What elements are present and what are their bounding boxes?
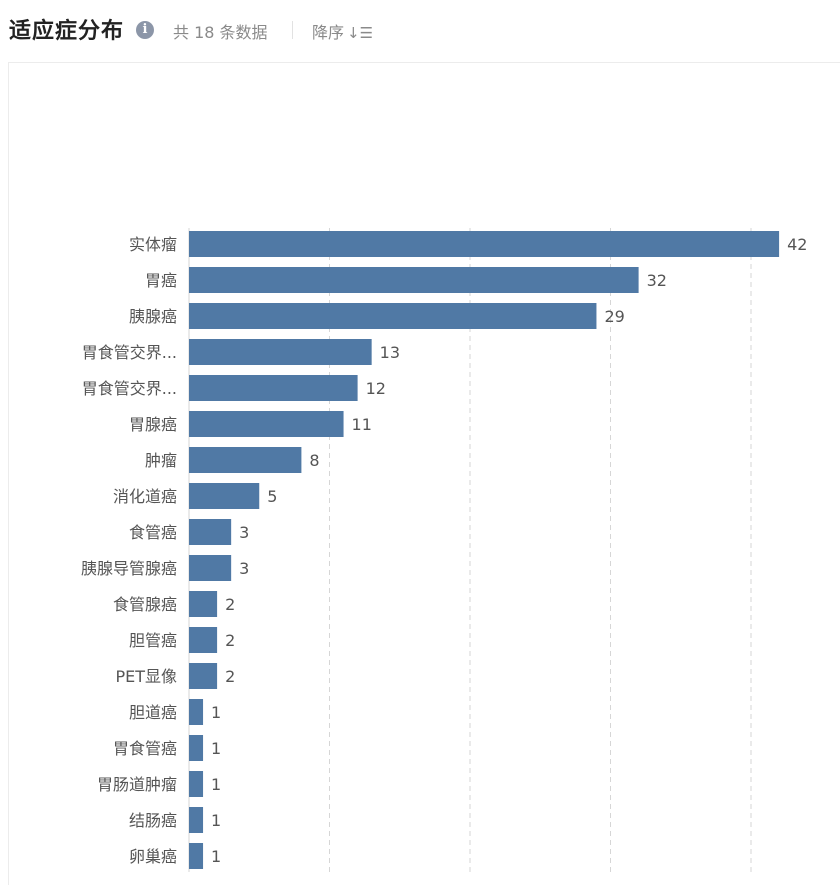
value-label: 2 (225, 595, 235, 614)
record-count: 共 18 条数据 (173, 23, 268, 42)
category-label: 胰腺癌 (129, 307, 177, 326)
value-label: 1 (211, 703, 221, 722)
category-label: 卵巢癌 (129, 847, 177, 866)
category-label: 肿瘤 (145, 451, 177, 470)
value-label: 11 (352, 415, 372, 434)
bar[interactable] (189, 339, 372, 365)
chart-panel (8, 62, 840, 885)
bar[interactable] (189, 771, 204, 797)
category-label: 实体瘤 (129, 235, 177, 254)
bar[interactable] (189, 267, 639, 293)
category-label: 消化道癌 (113, 487, 177, 506)
value-label: 3 (239, 523, 249, 542)
value-label: 3 (239, 559, 249, 578)
category-label: 胆管癌 (129, 631, 177, 650)
value-label: 1 (211, 739, 221, 758)
bar[interactable] (189, 483, 260, 509)
bar[interactable] (189, 843, 204, 869)
bar[interactable] (189, 699, 204, 725)
bar[interactable] (189, 375, 358, 401)
value-label: 2 (225, 631, 235, 650)
category-label: PET显像 (115, 667, 177, 686)
value-label: 1 (211, 811, 221, 830)
category-label: 胃食管癌 (113, 739, 177, 758)
bar[interactable] (189, 411, 344, 437)
bar[interactable] (189, 555, 232, 581)
category-label: 胆道癌 (129, 703, 177, 722)
bar[interactable] (189, 591, 218, 617)
value-label: 42 (787, 235, 807, 254)
sort-toggle-button[interactable]: 降序 ↓☰ (312, 19, 373, 43)
value-label: 29 (604, 307, 624, 326)
value-label: 13 (380, 343, 400, 362)
bar[interactable] (189, 627, 218, 653)
bar[interactable] (189, 519, 232, 545)
chart-header: 适应症分布 i 共 18 条数据 降序 ↓☰ (0, 0, 840, 62)
bar[interactable] (189, 663, 218, 689)
bar[interactable] (189, 303, 597, 329)
value-label: 5 (267, 487, 277, 506)
value-label: 32 (647, 271, 667, 290)
value-label: 2 (225, 667, 235, 686)
bar[interactable] (189, 807, 204, 833)
category-label: 胃腺癌 (129, 415, 177, 434)
bar[interactable] (189, 231, 780, 257)
value-label: 1 (211, 775, 221, 794)
category-label: 食管腺癌 (113, 595, 177, 614)
chart-title: 适应症分布 (9, 19, 125, 44)
value-label: 12 (366, 379, 386, 398)
info-icon[interactable]: i (136, 21, 154, 39)
sort-label: 降序 (312, 23, 345, 42)
bar[interactable] (189, 735, 204, 761)
category-label: 胰腺导管腺癌 (81, 559, 177, 578)
value-label: 8 (309, 451, 319, 470)
header-divider (292, 21, 293, 39)
category-label: 胃肠道肿瘤 (97, 775, 177, 794)
bar[interactable] (189, 447, 302, 473)
sort-descending-icon: ↓☰ (347, 24, 374, 42)
value-label: 1 (211, 847, 221, 866)
category-label: 结肠癌 (129, 811, 177, 830)
category-label: 食管癌 (129, 523, 177, 542)
category-label: 胃癌 (145, 271, 177, 290)
category-label: 胃食管交界... (82, 343, 177, 362)
category-label: 胃食管交界... (82, 379, 177, 398)
